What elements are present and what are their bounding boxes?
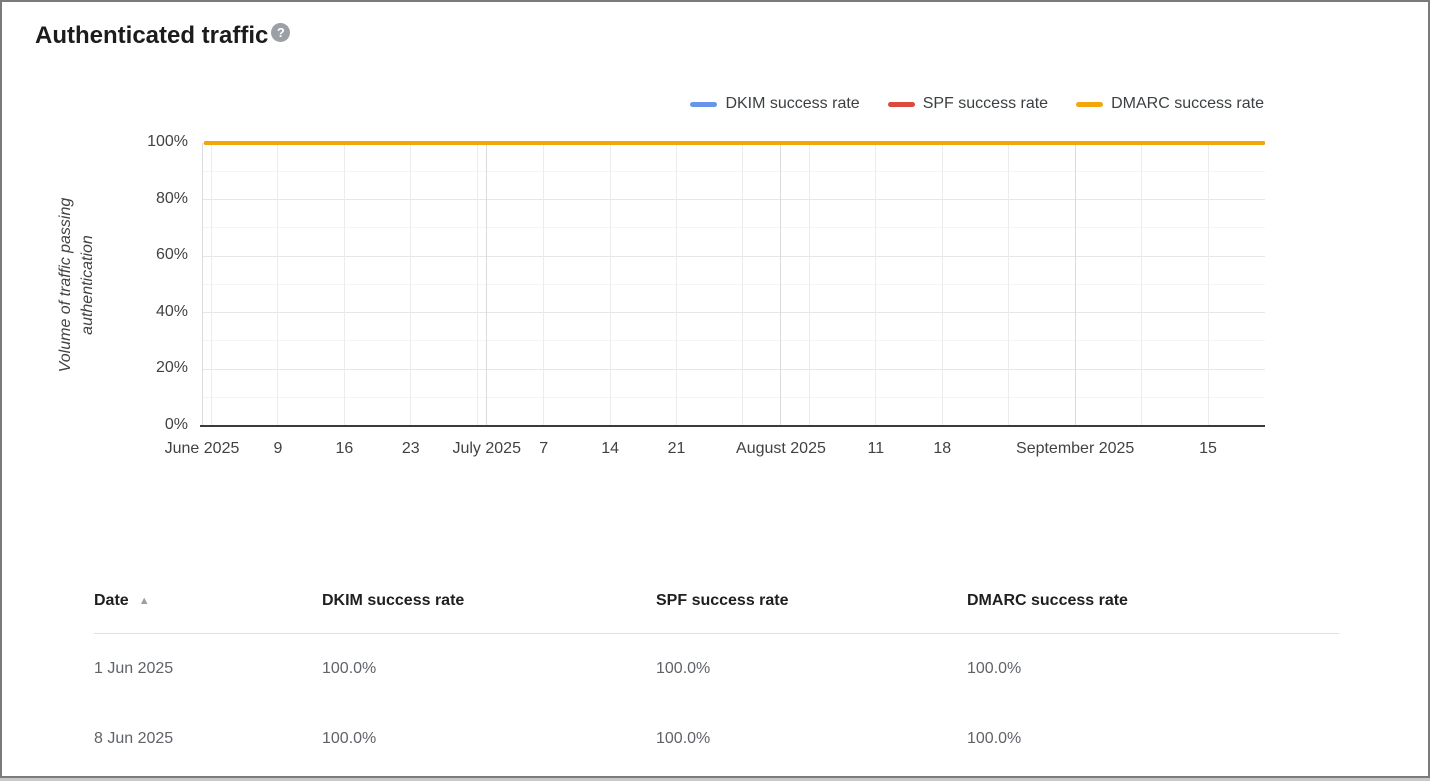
x-tick-label: 14: [601, 440, 619, 457]
cell-spf: 100.0%: [656, 660, 711, 677]
gridline-v-month: [486, 143, 488, 426]
x-tick-label: July 2025: [452, 440, 521, 457]
table-row[interactable]: 1 Jun 2025 100.0% 100.0% 100.0%: [94, 634, 1339, 704]
cell-dmarc: 100.0%: [967, 730, 1022, 747]
column-header-date-label: Date: [94, 592, 129, 609]
y-tick-label: 100%: [147, 133, 188, 150]
gridline-h-minor: [202, 227, 1265, 229]
y-tick-label: 60%: [155, 246, 188, 263]
page-title: Authenticated traffic: [35, 22, 269, 49]
dmarc-line-swatch-icon: [1076, 101, 1104, 107]
y-tick-label: 80%: [155, 189, 188, 207]
x-tick-label: 9: [273, 440, 283, 457]
gridline-h-major: [202, 368, 1265, 370]
gridline-v-week: [875, 143, 877, 426]
dkim-line-swatch-icon: [690, 101, 718, 107]
sort-ascending-icon: ▲: [138, 595, 150, 607]
gridline-v-week: [609, 143, 611, 426]
gridline-v-week: [1008, 143, 1010, 426]
gridline-h-major: [202, 312, 1265, 313]
legend-item-dmarc[interactable]: DMARC success rate: [1076, 95, 1264, 113]
legend-label-dkim: DKIM success rate: [725, 95, 860, 112]
gridline-v-week: [941, 143, 943, 426]
auth-results-table: Date ▲ DKIM success rate SPF success rat…: [94, 590, 1339, 774]
gridline-v-week: [1141, 143, 1143, 426]
y-tick-label: 20%: [155, 359, 188, 376]
y-tick-label: 0%: [164, 415, 188, 433]
gridline-v-week: [676, 143, 678, 426]
legend-label-spf: SPF success rate: [922, 95, 1049, 112]
gridline-v-week: [742, 143, 744, 426]
gridline-h-major: [202, 199, 1265, 200]
y-axis-title: Volume of traffic passing authentication: [55, 135, 99, 435]
y-tick-label: 40%: [155, 302, 188, 320]
spf-line-swatch-icon: [887, 101, 915, 107]
x-tick-label: 15: [1199, 440, 1217, 457]
gridline-h-minor: [202, 340, 1265, 342]
help-icon[interactable]: ?: [271, 23, 291, 42]
gridline-v-week: [210, 143, 212, 426]
gridline-v-month: [1074, 143, 1076, 426]
gridline-h-minor: [202, 283, 1265, 285]
cell-date: 8 Jun 2025: [94, 730, 174, 747]
cell-dkim: 100.0%: [322, 730, 377, 747]
x-tick-label: 11: [867, 440, 885, 457]
x-tick-label: September 2025: [1016, 440, 1135, 457]
table-header-divider: [94, 633, 1339, 634]
y-axis-title-line1: Volume of traffic passing: [57, 197, 74, 373]
gridline-v-month: [780, 143, 782, 426]
column-header-spf[interactable]: SPF success rate: [656, 592, 789, 609]
x-tick-label: August 2025: [736, 440, 826, 457]
column-header-dkim[interactable]: DKIM success rate: [322, 592, 465, 609]
x-tick-label: 23: [401, 440, 420, 457]
chart-legend: DKIM success rate SPF success rate DMARC…: [690, 95, 1264, 113]
series-line-dmarc: [204, 141, 1265, 145]
y-axis-title-line2: authentication: [79, 235, 96, 335]
gridline-h-minor: [202, 396, 1265, 398]
gridline-v-week: [808, 143, 810, 426]
x-tick-label: 21: [667, 440, 686, 457]
gridline-v-week: [543, 143, 545, 426]
x-axis-baseline: [200, 424, 1265, 427]
gridline-v-week: [1207, 143, 1209, 426]
gridline-h-minor: [202, 170, 1265, 172]
column-header-dmarc[interactable]: DMARC success rate: [967, 592, 1128, 609]
gridline-h-major: [202, 255, 1265, 257]
cell-date: 1 Jun 2025: [94, 660, 174, 677]
x-tick-label: 16: [335, 440, 354, 457]
gridline-v-week: [476, 143, 478, 426]
gridline-v-week: [410, 143, 412, 426]
column-header-date[interactable]: Date ▲: [94, 592, 322, 610]
x-tick-label: June 2025: [164, 440, 240, 457]
page-header: Authenticated traffic ?: [35, 22, 291, 50]
gridline-v-week: [343, 143, 345, 426]
legend-item-dkim[interactable]: DKIM success rate: [690, 95, 860, 113]
legend-item-spf[interactable]: SPF success rate: [887, 95, 1049, 113]
x-tick-label: 7: [539, 440, 549, 457]
gridline-v-week: [277, 143, 279, 426]
cell-dmarc: 100.0%: [967, 660, 1022, 677]
table-row[interactable]: 8 Jun 2025 100.0% 100.0% 100.0%: [94, 704, 1339, 774]
table-header-row: Date ▲ DKIM success rate SPF success rat…: [94, 590, 1339, 612]
x-tick-label: 18: [933, 440, 952, 457]
gridline-v-month: [201, 143, 203, 426]
legend-label-dmarc: DMARC success rate: [1111, 95, 1264, 112]
authenticated-traffic-chart: Volume of traffic passing authentication…: [2, 2, 1428, 562]
cell-dkim: 100.0%: [322, 660, 377, 677]
cell-spf: 100.0%: [656, 730, 711, 747]
